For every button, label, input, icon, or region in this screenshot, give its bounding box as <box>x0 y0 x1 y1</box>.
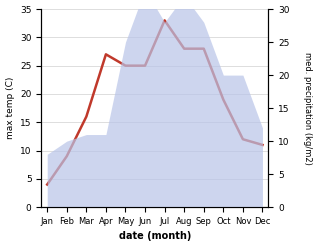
Y-axis label: max temp (C): max temp (C) <box>5 77 15 139</box>
Y-axis label: med. precipitation (kg/m2): med. precipitation (kg/m2) <box>303 52 313 165</box>
X-axis label: date (month): date (month) <box>119 231 191 242</box>
